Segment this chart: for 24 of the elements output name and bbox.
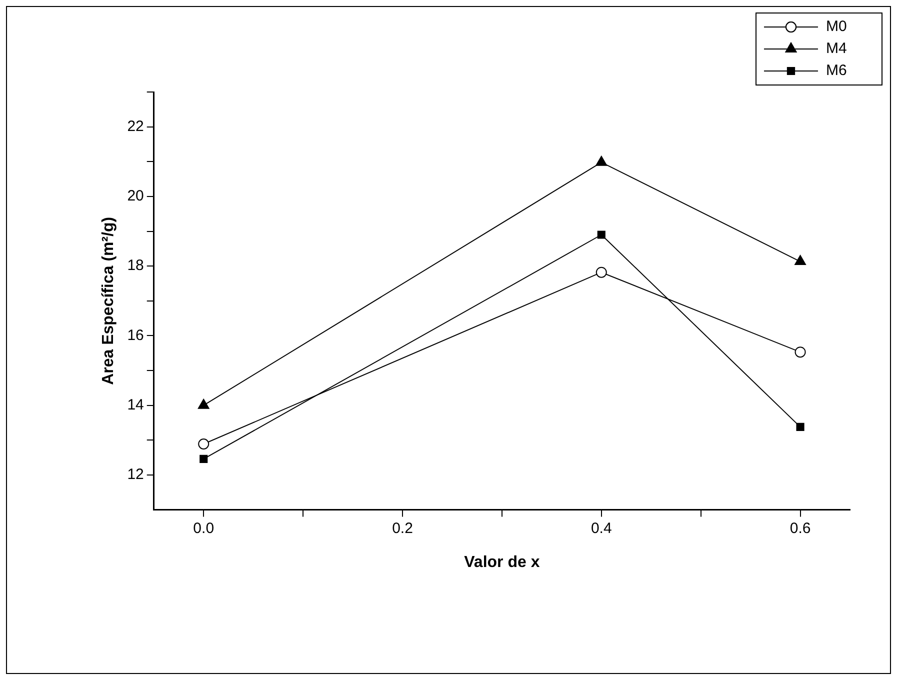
y-tick-label: 18 — [127, 257, 144, 274]
y-tick-label: 12 — [127, 466, 144, 484]
x-tick-label: 0.6 — [790, 520, 811, 537]
point — [596, 156, 608, 166]
point — [597, 230, 606, 239]
x-tick-label: 0.2 — [392, 520, 413, 537]
x-tick-label: 0.4 — [590, 520, 612, 537]
point — [796, 422, 804, 431]
point — [794, 346, 806, 358]
y-tick-label: 20 — [127, 188, 144, 205]
point — [596, 266, 607, 278]
y-tick-label: 14 — [127, 396, 144, 414]
point — [198, 438, 210, 450]
y-tick-label: 22 — [127, 118, 144, 135]
x-axis-title: Valor de x — [464, 554, 540, 571]
legend-label: M4 — [826, 40, 847, 58]
x-tick-label: 0.0 — [193, 520, 214, 537]
point — [794, 255, 806, 266]
legend-label: M0 — [826, 18, 847, 36]
legend-label: M6 — [826, 62, 847, 80]
y-axis-title: Area Específica (m²/g) — [100, 216, 118, 385]
y-tick-label: 16 — [127, 326, 144, 344]
point — [200, 454, 208, 464]
point — [198, 398, 210, 409]
